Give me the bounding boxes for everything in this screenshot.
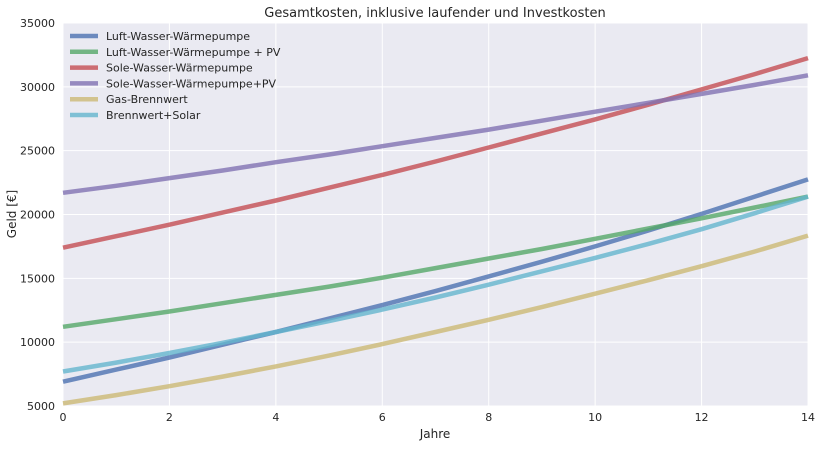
series-line-6 [62,194,809,374]
y-tick-label: 25000 [20,145,55,158]
x-tick-label: 2 [166,411,173,424]
x-tick-label: 14 [801,411,815,424]
series-lines [62,55,809,406]
x-axis-label: Jahre [419,427,451,441]
series-line-4 [62,73,809,196]
series-line-2 [62,194,809,330]
y-tick-label: 20000 [20,209,55,222]
legend-label: Gas-Brennwert [106,93,188,106]
legend-label: Sole-Wasser-Wärmepumpe [106,62,253,75]
y-tick-label: 10000 [20,336,55,349]
x-tick-label: 0 [60,411,67,424]
legend-label: Luft-Wasser-Wärmepumpe [106,30,250,43]
x-tick-label: 6 [379,411,386,424]
legend-label: Sole-Wasser-Wärmepumpe+PV [106,77,277,90]
x-axis-ticks: 0 2 4 6 8 10 12 14 [60,411,816,424]
gridlines [62,22,809,407]
chart-title: Gesamtkosten, inklusive laufender und In… [264,6,605,21]
x-tick-label: 8 [485,411,492,424]
y-tick-label: 30000 [20,81,55,94]
x-tick-label: 10 [588,411,602,424]
y-tick-label: 5000 [27,400,55,413]
series-line-5 [62,233,809,406]
y-axis-ticks: 5000 10000 15000 20000 25000 30000 35000 [20,17,55,413]
y-axis-label: Geld [€] [5,190,19,238]
x-tick-label: 12 [695,411,709,424]
x-tick-label: 4 [272,411,279,424]
legend: Luft-Wasser-Wärmepumpe Luft-Wasser-Wärmep… [70,30,281,122]
y-tick-label: 15000 [20,272,55,285]
legend-label: Luft-Wasser-Wärmepumpe + PV [106,46,281,59]
y-tick-label: 35000 [20,17,55,30]
legend-label: Brennwert+Solar [106,109,201,122]
series-line-3 [62,55,809,250]
